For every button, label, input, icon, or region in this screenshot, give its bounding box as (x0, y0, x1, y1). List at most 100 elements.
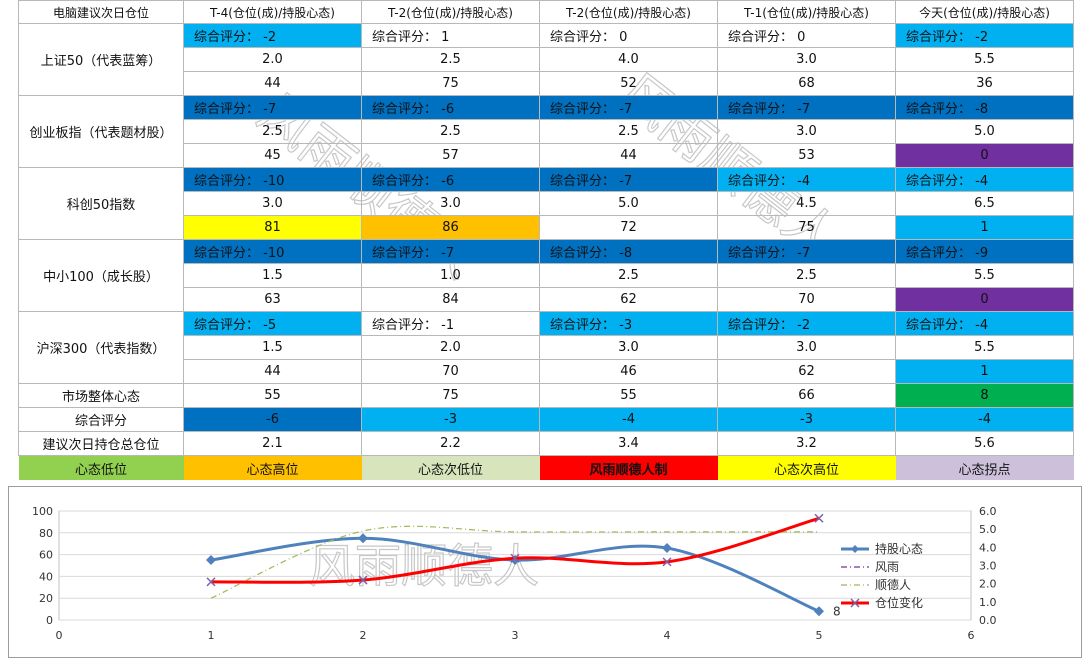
score-cell: 综合评分： 0 (717, 23, 896, 48)
sentiment-cell: 75 (361, 71, 540, 96)
y-left-tick-label: 100 (32, 505, 53, 518)
summary-cell: -4 (539, 407, 718, 432)
score-cell: 综合评分： -6 (361, 167, 540, 192)
data-point (814, 606, 824, 617)
sentiment-cell: 63 (183, 287, 362, 312)
score-cell: 综合评分： -4 (895, 311, 1074, 336)
index-label: 上证50（代表蓝筹） (18, 23, 184, 96)
position-cell: 2.5 (361, 119, 540, 144)
x-tick-label: 3 (512, 629, 519, 642)
color-legend-cell: 心态低位 (18, 455, 184, 480)
summary-cell: 55 (539, 383, 718, 408)
position-table: 电脑建议次日仓位 T-4(仓位(成)/持股心态) T-2(仓位(成)/持股心态) T-… (18, 0, 1074, 480)
position-cell: 2.5 (183, 119, 362, 144)
color-legend-cell: 心态高位 (183, 455, 362, 480)
sentiment-cell: 75 (717, 215, 896, 240)
corner-header: 电脑建议次日仓位 (18, 0, 184, 24)
score-cell: 综合评分： -6 (361, 95, 540, 120)
sentiment-cell: 53 (717, 143, 896, 168)
legend-marker (851, 545, 859, 553)
header-row: 电脑建议次日仓位 T-4(仓位(成)/持股心态) T-2(仓位(成)/持股心态) T-… (18, 0, 1074, 24)
position-cell: 1.0 (361, 263, 540, 288)
summary-row: 综合评分 -6 -3 -4 -3 -4 (18, 407, 1074, 432)
x-tick-label: 6 (968, 629, 975, 642)
sentiment-cell: 44 (183, 359, 362, 384)
y-left-tick-label: 40 (39, 570, 53, 583)
score-cell: 综合评分： -9 (895, 239, 1074, 264)
table-row: 2.5 2.5 2.5 3.0 5.0 (19, 119, 1074, 144)
legend-label: 顺德人 (875, 577, 911, 592)
summary-cell: 66 (717, 383, 896, 408)
chart-watermark-text: 风雨顺德人 (309, 539, 539, 593)
table-row: 科创50指数 综合评分： -10 综合评分： -6 综合评分： -7 综合评分： -4 综… (18, 167, 1074, 240)
score-cell: 综合评分： -4 (717, 167, 896, 192)
x-tick-label: 4 (664, 629, 671, 642)
summary-cell: -6 (183, 407, 362, 432)
y-right-tick-label: 1.0 (979, 596, 997, 609)
score-cell: 综合评分： -7 (361, 239, 540, 264)
sentiment-cell: 62 (539, 287, 718, 312)
y-left-tick-label: 60 (39, 549, 53, 562)
position-cell: 2.5 (361, 47, 540, 72)
sentiment-cell: 70 (361, 359, 540, 384)
sentiment-cell: 57 (361, 143, 540, 168)
y-right-tick-label: 4.0 (979, 541, 997, 554)
summary-label: 建议次日持仓总仓位 (18, 431, 184, 456)
y-right-tick-label: 2.0 (979, 578, 997, 591)
summary-cell: 3.2 (717, 431, 896, 456)
position-cell: 5.5 (895, 335, 1074, 360)
column-header: T-1(仓位(成)/持股心态) (717, 0, 896, 24)
sentiment-cell: 36 (895, 71, 1074, 96)
data-point (206, 555, 216, 566)
position-cell: 5.0 (539, 191, 718, 216)
series-line (210, 525, 819, 599)
legend-marker (850, 598, 860, 608)
data-point (510, 555, 520, 566)
column-header: T-2(仓位(成)/持股心态) (539, 0, 718, 24)
sentiment-cell: 0 (895, 287, 1074, 312)
legend-label: 持股心态 (875, 541, 923, 556)
score-cell: 综合评分： -7 (539, 95, 718, 120)
index-label: 中小100（成长股） (18, 239, 184, 312)
score-cell: 综合评分： -5 (183, 311, 362, 336)
sentiment-cell: 52 (539, 71, 718, 96)
data-point (814, 513, 824, 523)
table-row: 44 70 46 62 1 (19, 359, 1074, 384)
position-cell: 3.0 (717, 119, 896, 144)
legend-label: 仓位变化 (875, 595, 923, 610)
column-header: 今天(仓位(成)/持股心态) (895, 0, 1074, 24)
score-cell: 综合评分： -8 (895, 95, 1074, 120)
summary-cell: 2.1 (183, 431, 362, 456)
position-cell: 5.5 (895, 263, 1074, 288)
column-header: T-4(仓位(成)/持股心态) (183, 0, 362, 24)
data-point (358, 533, 368, 544)
position-cell: 2.5 (539, 263, 718, 288)
position-cell: 2.0 (361, 335, 540, 360)
data-point (510, 553, 520, 563)
summary-cell: 55 (183, 383, 362, 408)
y-left-tick-label: 80 (39, 527, 53, 540)
summary-cell: 75 (361, 383, 540, 408)
x-tick-label: 1 (208, 629, 215, 642)
line-chart: 0 20 40 60 80 100 0.0 1.0 2.0 3.0 4.0 5.0 6.0 0 1 2 3 4 5 6… (32, 505, 997, 642)
score-cell: 综合评分： -10 (183, 239, 362, 264)
position-cell: 2.5 (717, 263, 896, 288)
y-left-tick-label: 0 (46, 614, 53, 627)
score-cell: 综合评分： -4 (895, 167, 1074, 192)
chart-area: 0 20 40 60 80 100 0.0 1.0 2.0 3.0 4.0 5.0 6.0 0 1 2 3 4 5 6… (8, 486, 1082, 658)
y-right-tick-label: 3.0 (979, 560, 997, 573)
position-cell: 3.0 (361, 191, 540, 216)
summary-cell: 3.4 (539, 431, 718, 456)
position-cell: 3.0 (717, 47, 896, 72)
table-row: 中小100（成长股） 综合评分： -10 综合评分： -7 综合评分： -8 综合评分：… (18, 239, 1074, 312)
sentiment-cell: 44 (539, 143, 718, 168)
column-header: T-2(仓位(成)/持股心态) (361, 0, 540, 24)
score-cell: 综合评分： -7 (717, 239, 896, 264)
position-cell: 5.5 (895, 47, 1074, 72)
table-row: 45 57 44 53 0 (19, 143, 1074, 168)
position-cell: 2.5 (539, 119, 718, 144)
summary-cell: -3 (361, 407, 540, 432)
color-legend-cell: 心态次高位 (717, 455, 896, 480)
data-label: 8 (833, 604, 841, 618)
